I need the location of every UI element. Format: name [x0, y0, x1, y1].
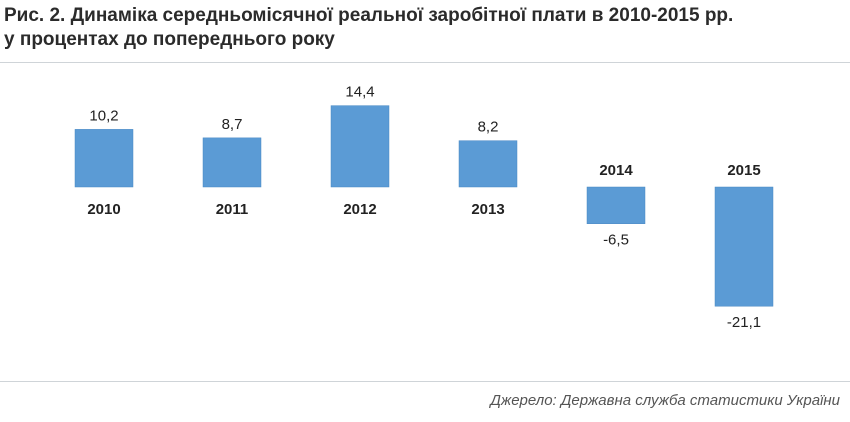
bottom-divider	[0, 381, 850, 382]
bar-2012	[330, 105, 390, 188]
value-label-2011: 8,7	[222, 116, 243, 133]
value-label-2012: 14,4	[345, 84, 374, 101]
category-label-2010: 2010	[87, 201, 120, 218]
bar-chart: 10,2 2010 8,7 2011 14,4 2012 8,2 2013 -6,5 2014 -2…	[74, 84, 774, 331]
bar-2015	[714, 186, 774, 307]
value-label-2010: 10,2	[89, 107, 118, 124]
value-label-2015: -21,1	[727, 314, 761, 331]
chart-title-line-1: Рис. 2. Динаміка середньомісячної реальн…	[4, 5, 734, 26]
category-label-2013: 2013	[471, 201, 504, 218]
top-divider	[0, 62, 850, 63]
category-label-2012: 2012	[343, 201, 376, 218]
bar-2013	[458, 140, 518, 188]
bar-2010	[74, 129, 134, 188]
category-label-2014: 2014	[599, 162, 633, 179]
bar-2014	[586, 186, 646, 224]
category-label-2011: 2011	[216, 201, 249, 218]
chart-title-line-2: у процентах до попереднього року	[4, 29, 335, 50]
value-label-2014: -6,5	[603, 232, 629, 249]
source-note: Джерело: Державна служба статистики Укра…	[490, 392, 840, 409]
value-label-2013: 8,2	[478, 119, 499, 136]
bar-2011	[202, 137, 262, 188]
category-label-2015: 2015	[727, 162, 760, 179]
chart-title: Рис. 2. Динаміка середньомісячної реальн…	[4, 4, 844, 52]
